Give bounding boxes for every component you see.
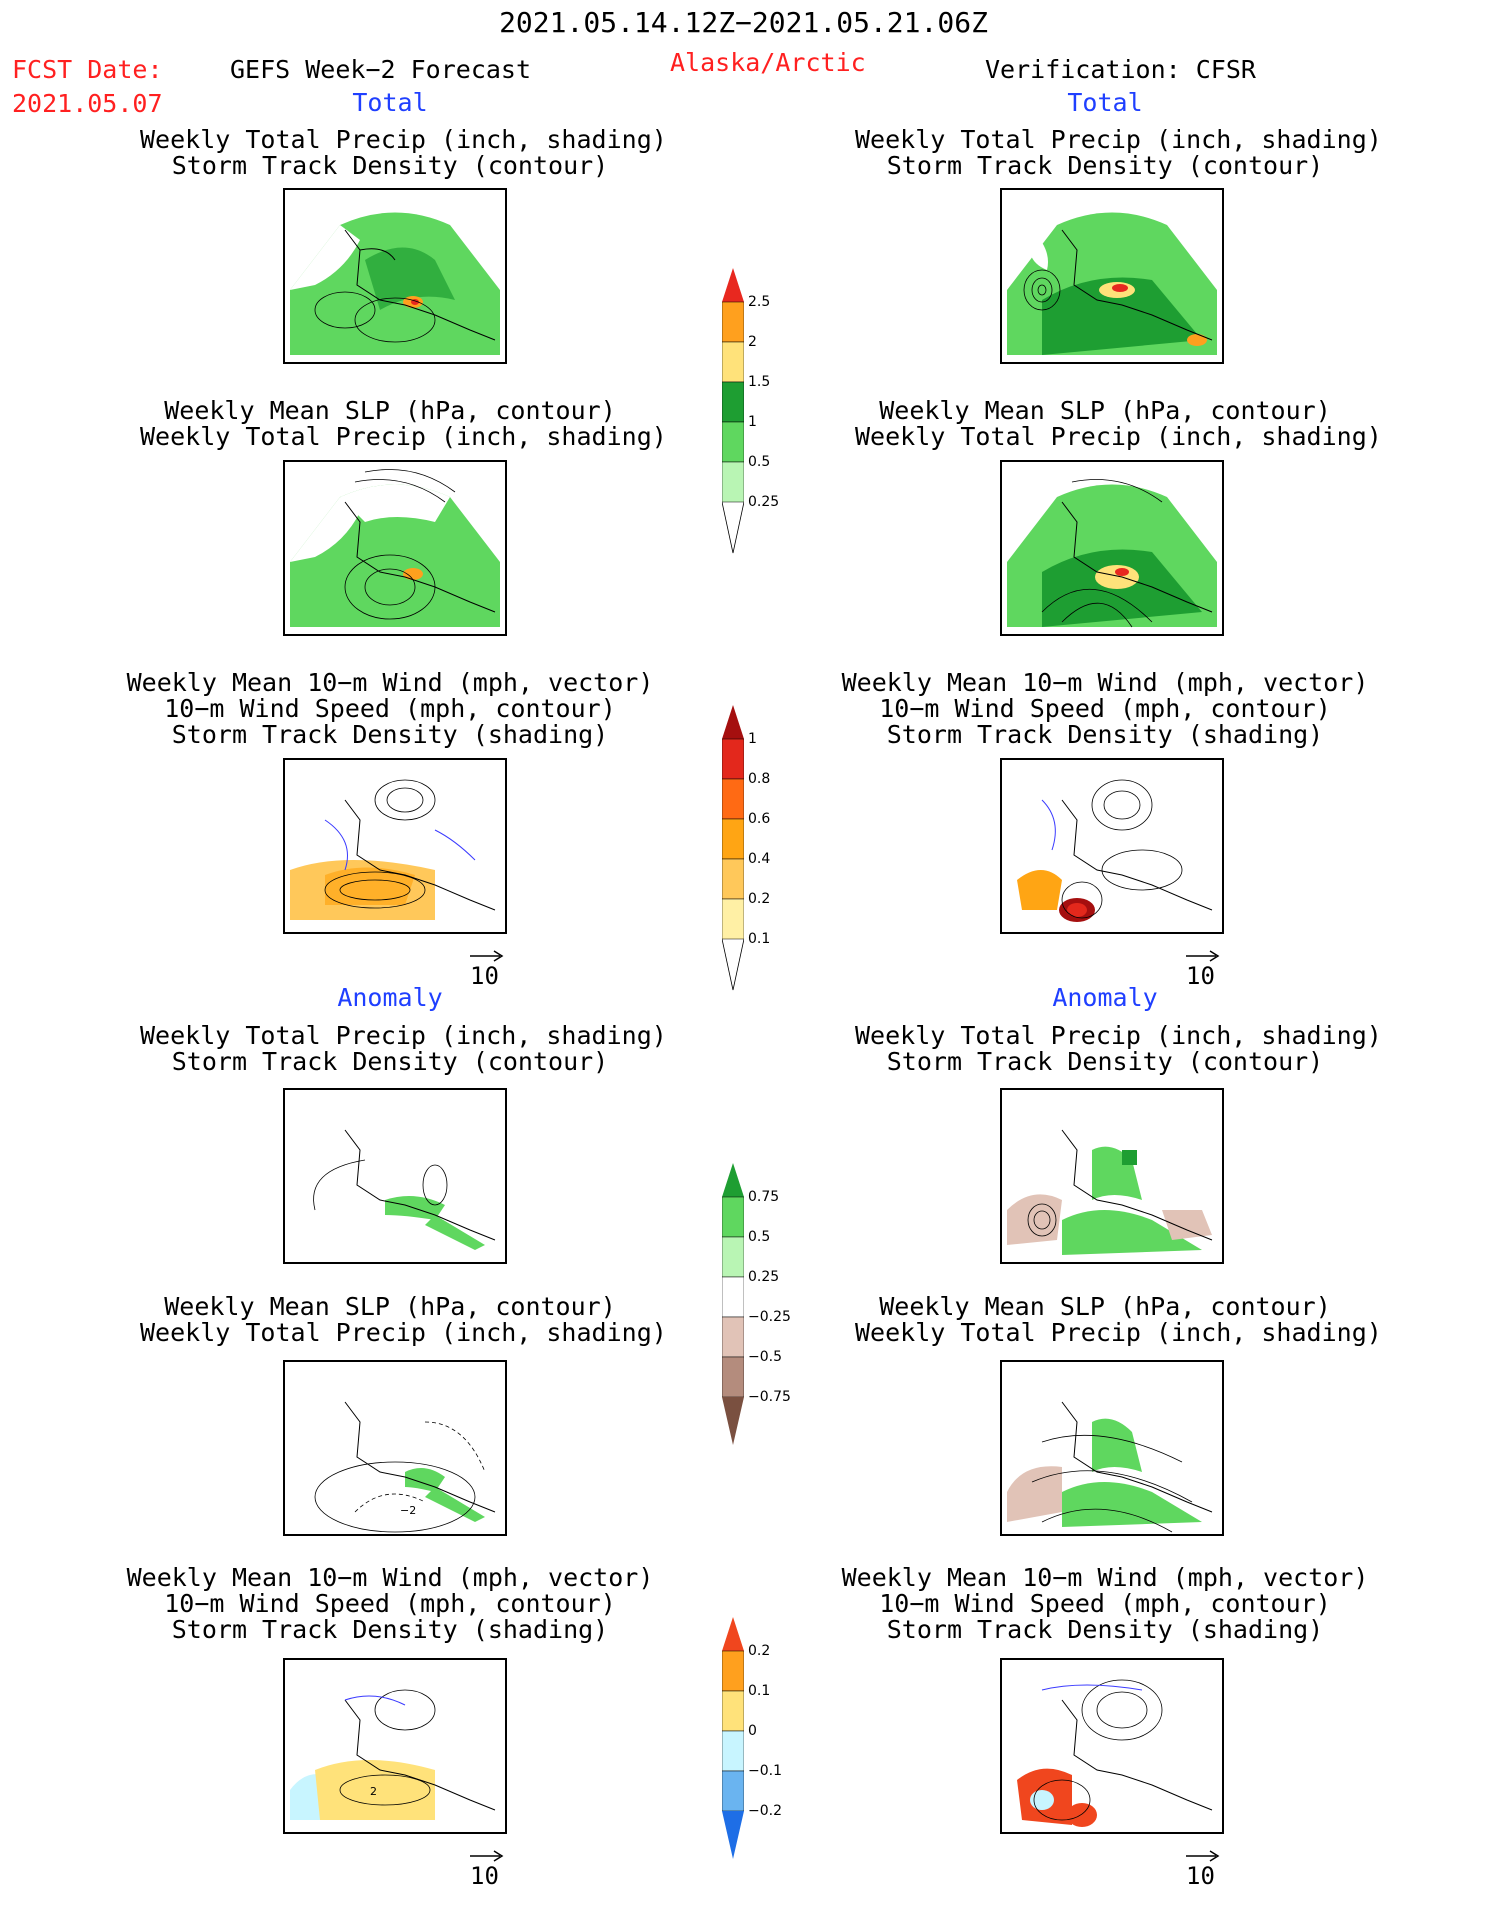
left-total-slp-title-1: Weekly Mean SLP (hPa, contour)	[164, 396, 616, 425]
cbar-label: 0.6	[748, 811, 771, 827]
left-anom-precip-title-2: Storm Track Density (contour)	[171, 1047, 609, 1076]
arrow-right-icon	[470, 950, 504, 962]
fcst-date-value: 2021.05.07	[12, 89, 163, 118]
right-total-precip-title-2: Storm Track Density (contour)	[886, 151, 1324, 180]
cbar-label: 1	[748, 731, 757, 747]
right-total-slp-title-2: Weekly Total Precip (inch, shading)	[855, 422, 1382, 451]
slp-anomaly-marker: −2	[400, 1504, 416, 1517]
right-total-wind-title-3: Storm Track Density (shading)	[886, 720, 1324, 749]
cbar-cap-bottom	[722, 1397, 744, 1445]
arrow-right-icon	[470, 1850, 504, 1862]
right-total-slp-title-1: Weekly Mean SLP (hPa, contour)	[879, 396, 1331, 425]
right-total-wind-title-2: 10−m Wind Speed (mph, contour)	[879, 694, 1331, 723]
vector-ref-left-anom: 10	[462, 1850, 512, 1892]
right-anomaly-header: Anomaly	[1052, 983, 1158, 1012]
right-anom-wind-title-1: Weekly Mean 10−m Wind (mph, vector)	[841, 1563, 1369, 1592]
left-anom-wind-title-3: Storm Track Density (shading)	[171, 1615, 609, 1644]
right-anom-wind-title-2: 10−m Wind Speed (mph, contour)	[879, 1589, 1331, 1618]
cbar-cap-top	[722, 705, 744, 739]
map-right-anom-slp	[1000, 1360, 1224, 1536]
vector-ref-label: 10	[470, 1862, 499, 1890]
right-anom-slp-title-1: Weekly Mean SLP (hPa, contour)	[879, 1292, 1331, 1321]
map-left-anom-wind: 2	[283, 1658, 507, 1834]
cbar-cap-top	[722, 1617, 744, 1651]
cbar-label: 0.1	[748, 931, 771, 947]
colorbar-track-total: 1 0.8 0.6 0.4 0.2 0.1	[722, 705, 782, 995]
right-anom-precip-title-2: Storm Track Density (contour)	[886, 1047, 1324, 1076]
region-title: Alaska/Arctic	[670, 48, 866, 77]
cbar-label: 2	[748, 334, 757, 350]
cbar-label: 2.5	[748, 294, 771, 310]
arrow-right-icon	[1186, 950, 1220, 962]
map-right-total-precip	[1000, 188, 1224, 364]
right-anom-wind-title-3: Storm Track Density (shading)	[886, 1615, 1324, 1644]
vector-ref-label: 10	[1186, 1862, 1215, 1890]
wind-anomaly-marker: 2	[370, 1785, 377, 1798]
cbar-cap-top	[722, 268, 744, 302]
left-total-precip-title-2: Storm Track Density (contour)	[171, 151, 609, 180]
map-right-total-wind	[1000, 758, 1224, 934]
verification-title: Verification: CFSR	[985, 55, 1256, 84]
right-anom-precip-title-1: Weekly Total Precip (inch, shading)	[855, 1021, 1382, 1050]
cbar-label: 0.25	[748, 494, 780, 510]
cbar-label: 0.25	[748, 1269, 780, 1285]
right-anom-slp-title-2: Weekly Total Precip (inch, shading)	[855, 1318, 1382, 1347]
cbar-label: −0.75	[748, 1389, 791, 1405]
cbar-label: 1.5	[748, 374, 771, 390]
map-right-anom-precip	[1000, 1088, 1224, 1264]
vector-ref-right-total: 10	[1178, 950, 1228, 992]
vector-ref-left-total: 10	[462, 950, 512, 992]
colorbar-precip-total: 2.5 2 1.5 1 0.5 0.25	[722, 268, 782, 558]
right-total-precip-title-1: Weekly Total Precip (inch, shading)	[855, 125, 1382, 154]
cbar-label: 1	[748, 414, 757, 430]
cbar-label: −0.5	[748, 1349, 782, 1365]
vector-ref-label: 10	[1186, 962, 1215, 990]
left-anom-precip-title-1: Weekly Total Precip (inch, shading)	[140, 1021, 667, 1050]
cbar-label: 0.5	[748, 454, 771, 470]
cbar-label: 0.2	[748, 891, 771, 907]
forecast-title: GEFS Week−2 Forecast	[230, 55, 532, 84]
left-total-wind-title-1: Weekly Mean 10−m Wind (mph, vector)	[126, 668, 654, 697]
colorbar-precip-anom: 0.75 0.5 0.25 −0.25 −0.5 −0.75	[722, 1163, 792, 1453]
map-right-total-slp	[1000, 460, 1224, 636]
fcst-date-label: FCST Date:	[12, 55, 163, 84]
arrow-right-icon	[1186, 1850, 1220, 1862]
left-anom-slp-title-2: Weekly Total Precip (inch, shading)	[140, 1318, 667, 1347]
left-anom-slp-title-1: Weekly Mean SLP (hPa, contour)	[164, 1292, 616, 1321]
cbar-label: 0.8	[748, 771, 771, 787]
left-anom-wind-title-1: Weekly Mean 10−m Wind (mph, vector)	[126, 1563, 654, 1592]
vector-ref-label: 10	[470, 962, 499, 990]
map-left-anom-slp: −2	[283, 1360, 507, 1536]
right-total-wind-title-1: Weekly Mean 10−m Wind (mph, vector)	[841, 668, 1369, 697]
map-left-anom-precip	[283, 1088, 507, 1264]
left-total-header: Total	[352, 88, 428, 117]
cbar-label: 0.1	[748, 1683, 771, 1699]
left-total-precip-title-1: Weekly Total Precip (inch, shading)	[140, 125, 667, 154]
left-total-slp-title-2: Weekly Total Precip (inch, shading)	[140, 422, 667, 451]
map-left-total-wind	[283, 758, 507, 934]
date-range-title: 2021.05.14.12Z−2021.05.21.06Z	[499, 6, 988, 39]
left-total-wind-title-2: 10−m Wind Speed (mph, contour)	[164, 694, 616, 723]
cbar-label: 0.4	[748, 851, 771, 867]
cbar-label: −0.25	[748, 1309, 791, 1325]
left-anom-wind-title-2: 10−m Wind Speed (mph, contour)	[164, 1589, 616, 1618]
colorbar-track-anom: 0.2 0.1 0 −0.1 −0.2	[722, 1617, 792, 1867]
vector-ref-right-anom: 10	[1178, 1850, 1228, 1892]
map-left-total-precip	[283, 188, 507, 364]
cbar-label: 0.75	[748, 1189, 780, 1205]
cbar-cap-bottom	[722, 1811, 744, 1859]
cbar-label: 0.5	[748, 1229, 771, 1245]
cbar-label: −0.1	[748, 1763, 782, 1779]
map-left-total-slp	[283, 460, 507, 636]
cbar-label: 0	[748, 1723, 757, 1739]
left-anomaly-header: Anomaly	[337, 983, 443, 1012]
map-right-anom-wind	[1000, 1658, 1224, 1834]
left-total-wind-title-3: Storm Track Density (shading)	[171, 720, 609, 749]
right-total-header: Total	[1067, 88, 1143, 117]
cbar-label: 0.2	[748, 1643, 771, 1659]
cbar-label: −0.2	[748, 1803, 782, 1819]
cbar-cap-top	[722, 1163, 744, 1197]
